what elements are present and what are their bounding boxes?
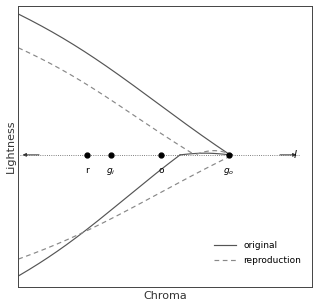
Legend: original, reproduction: original, reproduction — [210, 237, 305, 269]
Text: r: r — [86, 166, 89, 175]
Text: $g_i$: $g_i$ — [106, 166, 116, 177]
Text: $g_o$: $g_o$ — [223, 166, 234, 177]
X-axis label: Chroma: Chroma — [143, 291, 187, 301]
Text: l: l — [293, 150, 296, 160]
Text: o: o — [158, 166, 164, 175]
Y-axis label: Lightness: Lightness — [5, 120, 16, 173]
